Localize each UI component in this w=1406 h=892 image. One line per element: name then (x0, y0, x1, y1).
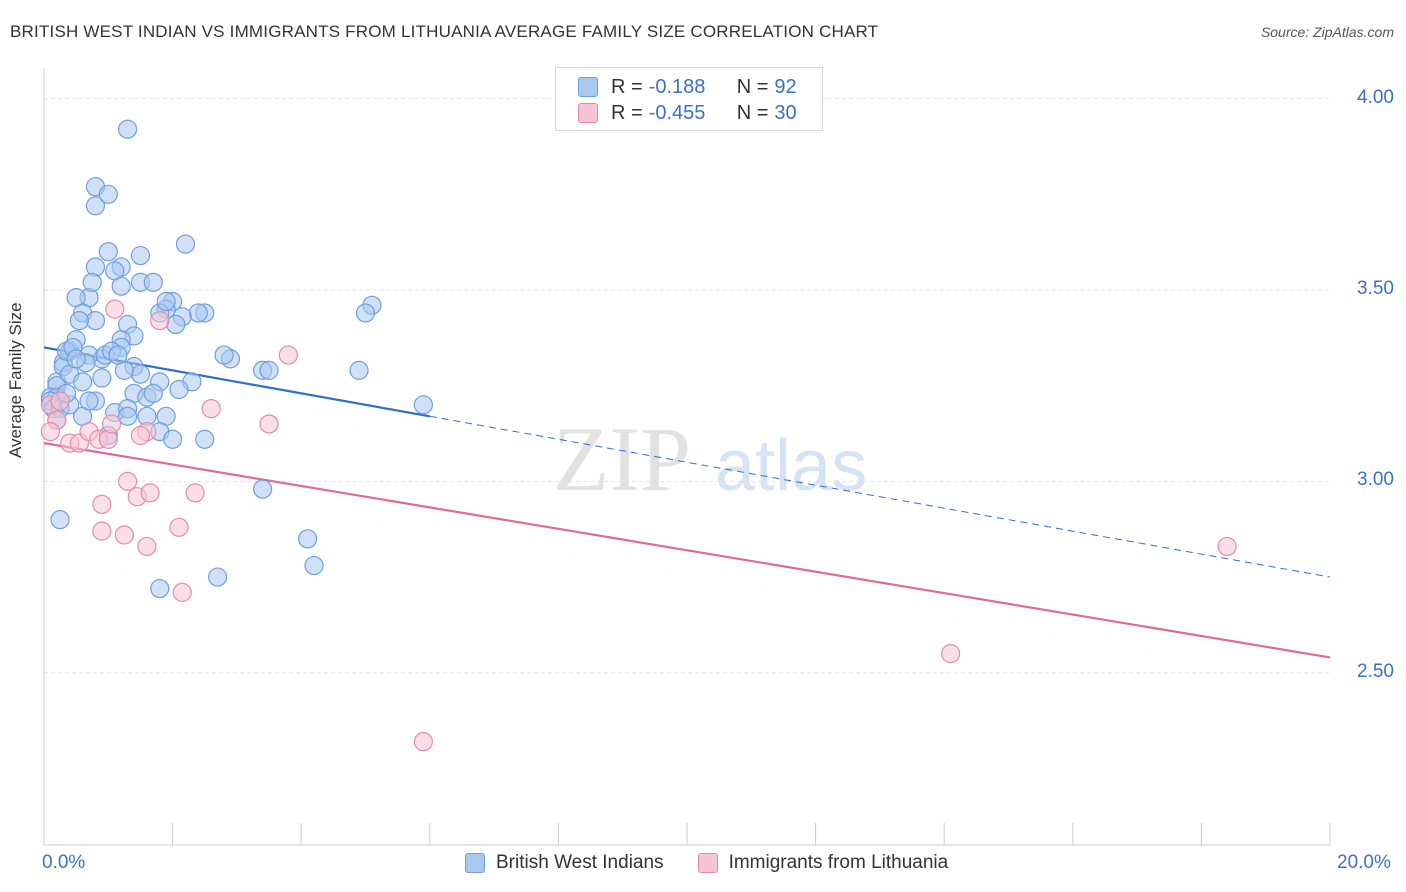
data-point-pink (201, 399, 221, 419)
correlation-legend: R = -0.188 N = 92 R = -0.455 N = 30 (555, 67, 823, 131)
data-point-blue (163, 429, 183, 449)
data-point-blue (130, 245, 151, 266)
series-name-blue: British West Indians (496, 852, 664, 873)
data-point-blue (195, 429, 215, 449)
data-point-blue (130, 364, 151, 384)
legend-swatch-pink (578, 103, 598, 123)
watermark-atlas: atlas (715, 426, 867, 506)
data-point-blue (117, 406, 138, 426)
data-point-pink (114, 525, 134, 545)
data-point-pink (40, 422, 61, 442)
y-tick-label: 4.00 (1357, 86, 1394, 108)
legend-n-label: N = (736, 75, 769, 98)
data-point-pink (117, 471, 138, 491)
data-point-blue (355, 303, 376, 323)
data-point-pink (172, 582, 192, 602)
data-point-pink (169, 517, 189, 537)
data-point-blue (150, 578, 170, 599)
data-point-blue (169, 379, 189, 400)
data-points (40, 119, 1237, 752)
data-point-blue (111, 276, 131, 296)
watermark: ZIP atlas (553, 408, 867, 510)
data-point-blue (72, 372, 93, 392)
data-point-pink (413, 732, 433, 752)
data-point-blue (82, 272, 102, 292)
data-point-blue (208, 567, 228, 587)
legend-swatch-blue (578, 77, 598, 97)
series-legend: British West Indians Immigrants from Lit… (465, 852, 982, 874)
x-tick-label-max: 20.0% (1337, 852, 1391, 873)
legend-n-label: N = (736, 101, 769, 124)
data-point-pink (1217, 536, 1237, 557)
y-tick-label: 3.50 (1357, 278, 1394, 299)
data-point-blue (143, 272, 163, 292)
data-point-pink (92, 521, 112, 541)
data-point-pink (105, 299, 125, 319)
series-legend-item-blue: British West Indians (465, 852, 664, 874)
series-swatch-blue (465, 853, 485, 873)
data-point-blue (253, 479, 273, 499)
chart-title: BRITISH WEST INDIAN VS IMMIGRANTS FROM L… (10, 22, 879, 41)
legend-r-value: -0.455 (648, 101, 706, 124)
legend-n-value: 92 (774, 75, 797, 98)
data-point-blue (66, 349, 86, 369)
data-point-pink (259, 414, 279, 434)
data-point-blue (304, 555, 324, 576)
y-tick-label: 3.00 (1357, 469, 1394, 491)
data-point-blue (108, 345, 128, 365)
y-axis-label: Average Family Size (6, 302, 25, 458)
data-point-pink (941, 644, 961, 664)
x-tick-label-min: 0.0% (42, 852, 86, 873)
series-legend-item-pink: Immigrants from Lithuania (697, 852, 949, 874)
data-point-blue (214, 345, 234, 365)
data-point-pink (150, 311, 170, 331)
series-name-pink: Immigrants from Lithuania (728, 852, 949, 873)
legend-r-label: R = (611, 101, 643, 124)
data-point-blue (50, 510, 70, 530)
y-tick-label: 2.50 (1357, 660, 1394, 682)
legend-n-value: 30 (774, 101, 797, 124)
data-point-blue (259, 360, 279, 380)
data-point-blue (85, 196, 106, 216)
trend-line-blue-extension (429, 415, 1331, 578)
data-point-pink (92, 494, 112, 514)
data-point-pink (101, 414, 122, 434)
trend-line-pink (43, 442, 1331, 659)
data-point-pink (140, 483, 160, 503)
legend-row-pink: R = -0.455 N = 30 (578, 101, 797, 125)
data-point-pink (278, 345, 298, 365)
data-point-blue (175, 234, 196, 254)
data-point-pink (130, 425, 151, 446)
axes (43, 68, 1331, 846)
source-label: Source: ZipAtlas.com (1260, 24, 1394, 40)
data-point-blue (98, 242, 118, 262)
data-point-blue (98, 184, 118, 204)
data-point-blue (69, 311, 89, 331)
data-point-blue (156, 291, 176, 312)
legend-row-blue: R = -0.188 N = 92 (578, 75, 797, 99)
data-point-pink (137, 536, 157, 557)
grid-lines (44, 98, 1330, 674)
data-point-blue (92, 368, 112, 388)
data-point-blue (143, 383, 163, 403)
data-point-blue (166, 314, 186, 335)
data-point-blue (85, 311, 106, 331)
series-swatch-pink (697, 853, 718, 873)
legend-r-value: -0.188 (648, 75, 706, 98)
data-point-pink (185, 483, 205, 503)
data-point-blue (117, 119, 138, 139)
data-point-pink (50, 391, 70, 411)
legend-r-label: R = (611, 75, 643, 98)
data-point-blue (349, 360, 369, 380)
data-point-blue (79, 391, 99, 411)
data-point-blue (413, 395, 433, 415)
data-point-blue (188, 303, 208, 323)
data-point-blue (298, 529, 318, 549)
